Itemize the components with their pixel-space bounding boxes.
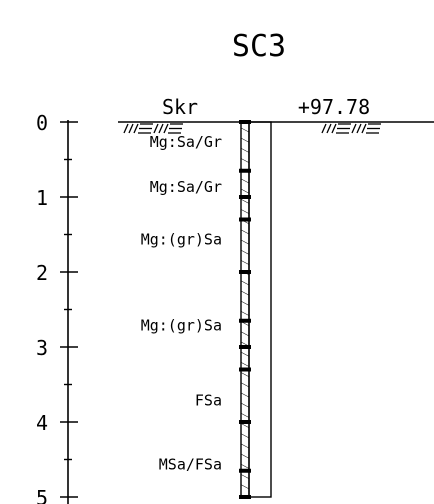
depth-tick-label: 5 bbox=[36, 486, 48, 504]
hatched-column bbox=[240, 121, 250, 498]
sample-marker bbox=[239, 270, 251, 274]
ground-hatch-right bbox=[321, 123, 381, 134]
sample-marker bbox=[239, 468, 251, 473]
soil-layer-label: FSa bbox=[195, 392, 222, 410]
soil-layer-label: Mg:(gr)Sa bbox=[141, 230, 222, 248]
depth-tick-label: 2 bbox=[36, 261, 48, 285]
soil-layer-label: Mg:Sa/Gr bbox=[150, 133, 222, 151]
casing-column bbox=[248, 121, 272, 498]
method-code: Skr bbox=[162, 95, 198, 119]
soil-layer-labels: Mg:Sa/Gr Mg:Sa/Gr Mg:(gr)Sa Mg:(gr)Sa FSa MSa… bbox=[141, 133, 222, 474]
sample-markers bbox=[239, 120, 251, 499]
ground-hatch-left bbox=[123, 123, 183, 134]
soil-layer-label: Mg:(gr)Sa bbox=[141, 317, 222, 335]
sample-marker bbox=[239, 345, 251, 349]
sample-marker bbox=[239, 168, 251, 173]
sample-marker bbox=[239, 217, 251, 222]
sample-marker bbox=[239, 120, 251, 124]
borehole-title: SC3 bbox=[232, 29, 286, 64]
depth-tick-label: 0 bbox=[36, 111, 48, 135]
sample-marker bbox=[239, 420, 251, 424]
sample-marker bbox=[239, 318, 251, 323]
borehole-column bbox=[240, 121, 272, 498]
depth-tick-label: 4 bbox=[36, 411, 48, 435]
surface-level: +97.78 bbox=[298, 95, 370, 119]
sample-marker bbox=[239, 495, 251, 499]
depth-axis-ticks: 0 1 2 3 4 5 bbox=[36, 111, 78, 504]
sample-marker bbox=[239, 195, 251, 199]
depth-tick-label: 1 bbox=[36, 186, 48, 210]
soil-layer-label: MSa/FSa bbox=[159, 455, 222, 473]
sample-marker bbox=[239, 367, 251, 372]
soil-layer-label: Mg:Sa/Gr bbox=[150, 178, 222, 196]
depth-tick-label: 3 bbox=[36, 336, 48, 360]
